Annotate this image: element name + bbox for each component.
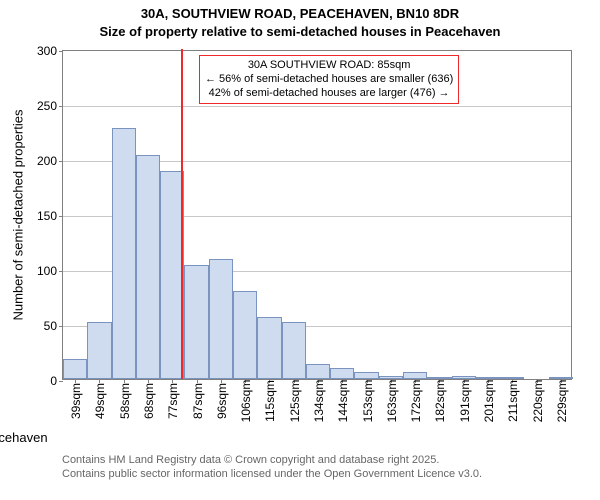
x-tick-label: 172sqm xyxy=(403,380,423,423)
bar xyxy=(63,359,87,379)
x-tick-label: 39sqm xyxy=(63,383,83,419)
callout-line: 30A SOUTHVIEW ROAD: 85sqm xyxy=(205,59,453,73)
bar xyxy=(112,128,136,379)
bar xyxy=(136,155,160,379)
callout-box: 30A SOUTHVIEW ROAD: 85sqm← 56% of semi-d… xyxy=(199,55,459,104)
y-tick-label: 150 xyxy=(37,209,63,223)
x-tick-label: 125sqm xyxy=(282,380,302,423)
x-tick-label: 58sqm xyxy=(112,383,132,419)
callout-line: 42% of semi-detached houses are larger (… xyxy=(205,87,453,101)
y-tick-label: 200 xyxy=(37,154,63,168)
attribution-line: Contains public sector information licen… xyxy=(62,468,482,482)
bar xyxy=(233,291,257,379)
page-title: 30A, SOUTHVIEW ROAD, PEACEHAVEN, BN10 8D… xyxy=(0,6,600,22)
x-tick-label: 144sqm xyxy=(330,380,350,423)
x-tick-label: 68sqm xyxy=(136,383,156,419)
bar xyxy=(306,364,330,379)
bar xyxy=(403,372,427,379)
x-tick-label: 191sqm xyxy=(452,380,472,423)
x-tick-label: 115sqm xyxy=(257,380,277,422)
x-tick-label: 220sqm xyxy=(525,380,545,423)
x-tick-label: 182sqm xyxy=(427,380,447,423)
x-tick-label: 77sqm xyxy=(160,383,180,419)
plot-area: 05010015020025030039sqm49sqm58sqm68sqm77… xyxy=(62,50,572,380)
page-subtitle: Size of property relative to semi-detach… xyxy=(0,24,600,40)
x-axis-label: Distribution of semi-detached houses by … xyxy=(0,430,300,445)
y-tick-label: 250 xyxy=(37,99,63,113)
x-tick-label: 153sqm xyxy=(355,380,375,423)
bar xyxy=(330,368,354,379)
callout-line: ← 56% of semi-detached houses are smalle… xyxy=(205,73,453,87)
x-tick-label: 201sqm xyxy=(476,380,496,423)
y-tick-label: 100 xyxy=(37,264,63,278)
x-tick-label: 211sqm xyxy=(500,380,520,422)
marker-line xyxy=(181,49,183,379)
y-axis-label: Number of semi-detached properties xyxy=(11,110,26,321)
x-tick-label: 134sqm xyxy=(306,380,326,423)
y-tick-label: 0 xyxy=(50,374,63,388)
bar xyxy=(209,259,233,379)
x-tick-label: 96sqm xyxy=(209,383,229,419)
bar xyxy=(282,322,306,379)
attribution: Contains HM Land Registry data © Crown c… xyxy=(62,454,482,482)
x-tick-label: 106sqm xyxy=(233,380,253,423)
bar xyxy=(354,372,378,379)
x-tick-label: 87sqm xyxy=(185,383,205,419)
y-tick-label: 50 xyxy=(44,319,63,333)
x-tick-label: 49sqm xyxy=(87,383,107,419)
attribution-line: Contains HM Land Registry data © Crown c… xyxy=(62,454,482,468)
gridline xyxy=(63,106,571,107)
x-tick-label: 229sqm xyxy=(549,380,569,423)
x-tick-label: 163sqm xyxy=(379,380,399,423)
y-tick-label: 300 xyxy=(37,44,63,58)
bar xyxy=(87,322,111,379)
bar xyxy=(184,265,208,379)
bar xyxy=(257,317,281,379)
